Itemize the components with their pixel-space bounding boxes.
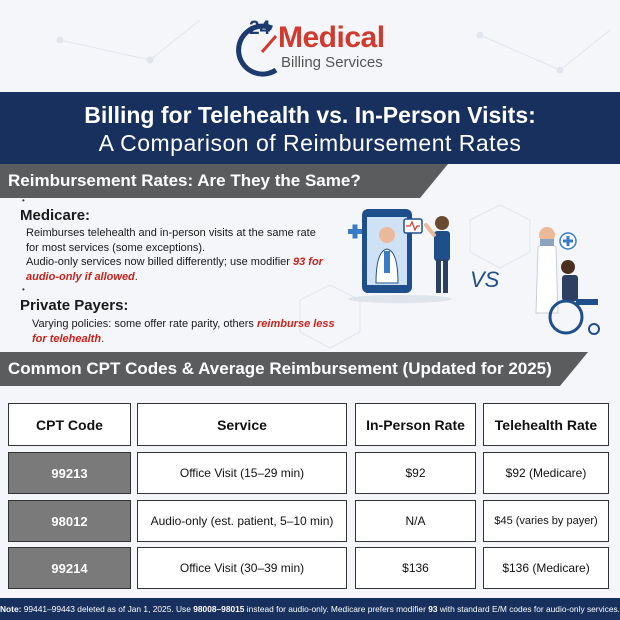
patient-icon <box>424 216 450 293</box>
bullet-dot: • <box>22 196 25 205</box>
title-line-2: A Comparison of Reimbursement Rates <box>98 130 522 156</box>
table-cell-telehealth: $136 (Medicare) <box>483 547 609 589</box>
modifier-highlight: 93 for audio-only if allowed <box>26 256 323 283</box>
table-cell-cpt-code: 99213 <box>8 452 131 494</box>
table-cell-in-person: $92 <box>355 452 476 494</box>
table-cell-cpt-code: 99214 <box>8 547 131 589</box>
medicare-text: Reimburses telehealth and in-person visi… <box>26 226 346 284</box>
medicare-line-2: for most services (some exceptions). <box>26 241 206 254</box>
medical-plus-icon <box>348 224 362 239</box>
section-heading-reimbursement: Reimbursement Rates: Are They the Same? <box>0 164 448 198</box>
table-cell-service: Office Visit (30–39 min) <box>137 547 347 589</box>
table-cell-service: Audio-only (est. patient, 5–10 min) <box>137 500 347 542</box>
title-banner: Billing for Telehealth vs. In-Person Vis… <box>0 92 620 164</box>
table-header-cpt-code: CPT Code <box>8 403 131 446</box>
tablet-doctor-icon <box>362 209 412 293</box>
logo-number: 24 <box>249 18 271 39</box>
table-cell-cpt-code: 98012 <box>8 500 131 542</box>
table-cell-in-person: $136 <box>355 547 476 589</box>
logo-word: Medical <box>278 21 385 54</box>
table-cell-in-person: N/A <box>355 500 476 542</box>
table-cell-telehealth: $45 (varies by payer) <box>483 500 609 542</box>
telehealth-vs-inperson-illustration: VS <box>348 209 600 335</box>
private-payers-heading: Private Payers: <box>20 297 129 314</box>
footer-note: Note: 99441–99443 deleted as of Jan 1, 2… <box>0 598 620 620</box>
logo-swoosh-icon <box>236 23 278 77</box>
reimburse-less-highlight: reimburse less for telehealth <box>32 318 335 345</box>
medical-plus-icon <box>559 232 577 250</box>
medicare-heading: Medicare: <box>20 207 91 224</box>
private-payers-text: Varying policies: some offer rate parity… <box>32 318 335 345</box>
title-line-1: Billing for Telehealth vs. In-Person Vis… <box>84 102 536 128</box>
table-cell-service: Office Visit (15–29 min) <box>137 452 347 494</box>
table-header-telehealth-rate: Telehealth Rate <box>483 403 609 446</box>
wheelchair-patient-icon <box>548 260 600 335</box>
doctor-icon <box>535 227 559 314</box>
table-cell-telehealth: $92 (Medicare) <box>483 452 609 494</box>
vs-label: VS <box>470 267 500 292</box>
bullet-dot: • <box>22 285 25 294</box>
logo-subtitle: Billing Services <box>281 54 383 71</box>
table-header-in-person-rate: In-Person Rate <box>355 403 476 446</box>
section-heading-cpt-codes: Common CPT Codes & Average Reimbursement… <box>0 352 588 386</box>
vitals-monitor-icon <box>403 218 423 234</box>
medicare-line-3: Audio-only services now billed different… <box>26 256 323 283</box>
table-header-service: Service <box>137 403 347 446</box>
company-logo: 24 Medical Billing Services <box>228 8 398 86</box>
medicare-line-1: Reimburses telehealth and in-person visi… <box>26 227 316 239</box>
